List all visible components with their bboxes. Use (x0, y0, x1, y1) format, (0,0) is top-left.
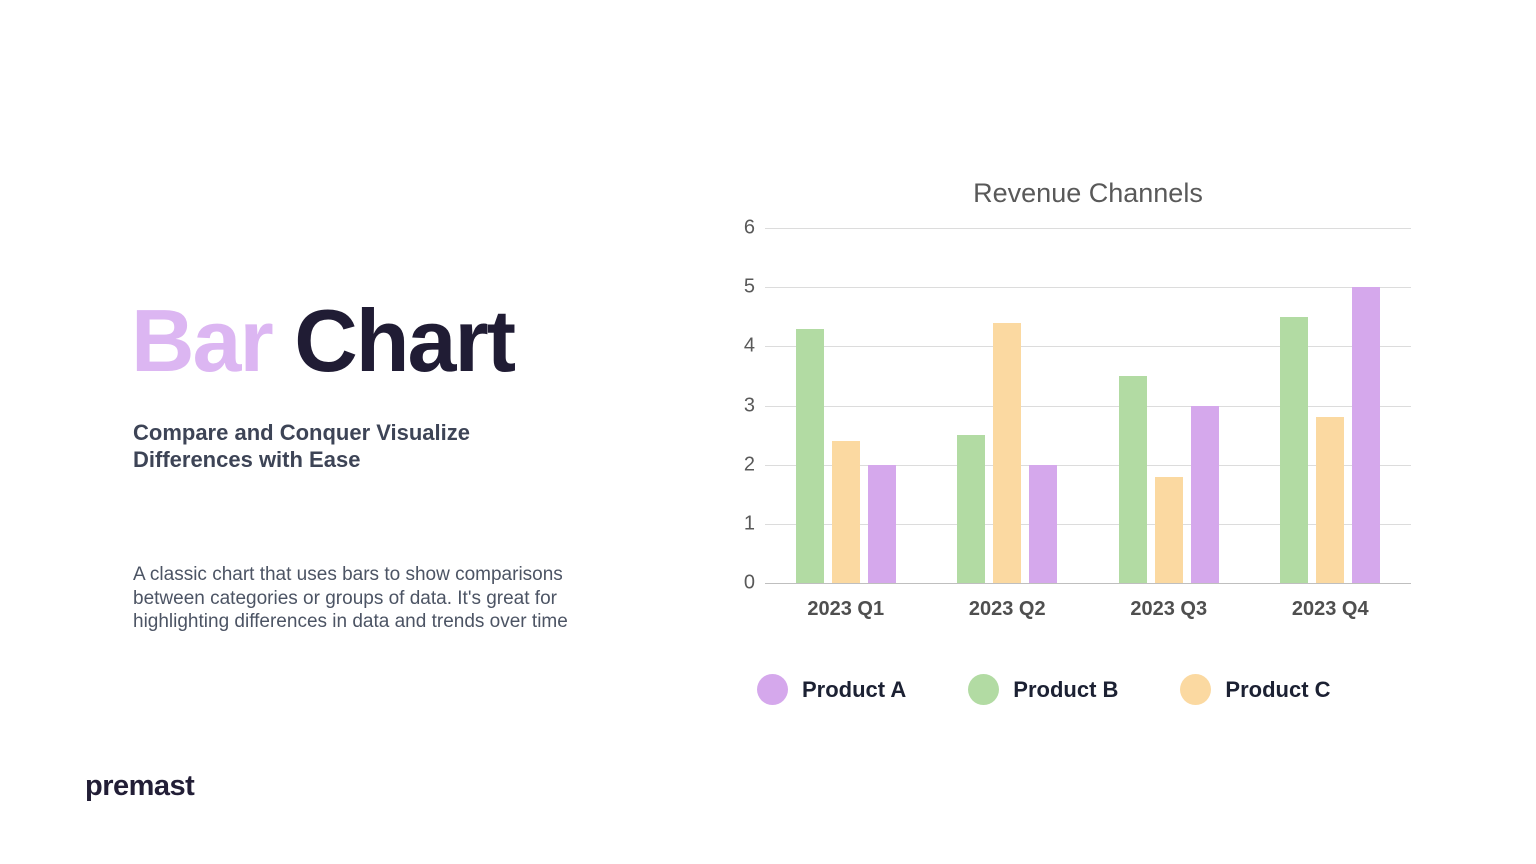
bar-product-c-2023-q1 (831, 441, 860, 583)
gridline-1 (765, 523, 1411, 525)
x-label-2023-q3: 2023 Q3 (1130, 598, 1208, 620)
x-label-2023-q4: 2023 Q4 (1291, 598, 1369, 620)
y-tick-label-4: 4 (743, 334, 755, 357)
gridline-6 (765, 228, 1411, 229)
y-tick-label-5: 5 (743, 275, 755, 298)
bar-product-b-2023-q1 (795, 328, 824, 583)
legend-label: Product C (1225, 676, 1331, 702)
y-tick-label-2: 2 (743, 453, 755, 476)
chart-legend: Product A Product B Product C (757, 674, 1331, 705)
bar-product-a-2023-q3 (1190, 405, 1219, 583)
legend-label: Product B (1013, 676, 1119, 702)
bar-groups (765, 228, 1411, 583)
x-axis-category-labels: 2023 Q1 2023 Q2 2023 Q3 2023 Q4 (765, 598, 1411, 621)
legend-swatch-icon (757, 674, 788, 705)
bar-group-2023-q3 (1088, 228, 1250, 583)
legend-item-product-b: Product B (968, 674, 1118, 705)
bar-product-c-2023-q3 (1154, 476, 1183, 583)
gridline-4 (765, 346, 1411, 348)
bar-product-b-2023-q4 (1280, 316, 1309, 583)
page-title-accent: Bar (131, 291, 274, 390)
chart-title: Revenue Channels (973, 178, 1203, 208)
legend-swatch-icon (1180, 674, 1212, 705)
bar-product-a-2023-q1 (867, 464, 896, 583)
bar-group-2023-q2 (927, 228, 1089, 583)
legend-item-product-c: Product C (1180, 674, 1331, 705)
y-tick-label-1: 1 (743, 512, 755, 535)
bar-product-c-2023-q2 (993, 322, 1022, 583)
y-tick-label-0: 0 (743, 571, 755, 594)
bar-chart-plot-area: 0 1 2 3 4 5 6 (744, 217, 1411, 594)
bar-group-2023-q1 (765, 228, 927, 583)
legend-label: Product A (802, 676, 907, 702)
gridline-2 (765, 464, 1411, 466)
legend-swatch-icon (968, 674, 1000, 705)
bar-product-b-2023-q3 (1118, 375, 1147, 583)
gridline-3 (765, 405, 1411, 407)
legend-item-product-a: Product A (757, 674, 906, 705)
gridline-5 (765, 287, 1411, 289)
bar-product-b-2023-q2 (957, 435, 986, 583)
y-tick-label-3: 3 (743, 394, 755, 416)
x-label-2023-q1: 2023 Q1 (807, 598, 885, 620)
bar-product-a-2023-q2 (1029, 464, 1058, 583)
page-description: A classic chart that uses bars to show c… (133, 564, 568, 632)
page-title: Bar Chart (131, 297, 651, 385)
page-title-rest: Chart (271, 291, 516, 390)
bar-group-2023-q4 (1250, 228, 1412, 583)
gridline-0 (765, 583, 1411, 584)
bar-product-c-2023-q4 (1316, 417, 1345, 583)
premast-logo: premast (85, 770, 195, 802)
y-tick-label-6: 6 (743, 216, 755, 239)
x-label-2023-q2: 2023 Q2 (968, 598, 1046, 620)
page-subtitle: Compare and Conquer Visualize Difference… (133, 420, 471, 472)
bar-product-a-2023-q4 (1352, 287, 1381, 583)
